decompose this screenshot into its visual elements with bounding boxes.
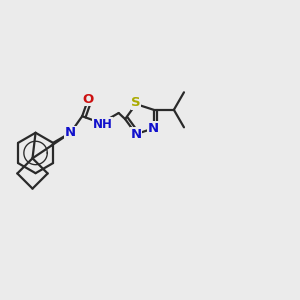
Text: NH: NH: [92, 118, 112, 131]
Text: S: S: [131, 96, 141, 109]
Text: O: O: [82, 92, 94, 106]
Text: N: N: [130, 128, 142, 141]
Text: N: N: [148, 122, 159, 135]
Text: N: N: [65, 126, 76, 139]
